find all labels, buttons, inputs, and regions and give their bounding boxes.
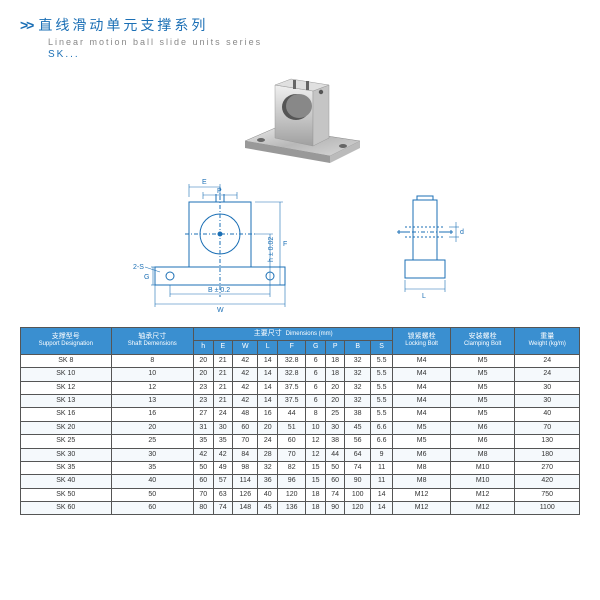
table-row: SK 40406057114369615609011M8M10420 — [21, 475, 580, 488]
product-render — [20, 66, 580, 166]
svg-text:d: d — [460, 229, 464, 236]
col-weight: 重量Weight (kg/m) — [515, 328, 580, 355]
table-row: SK 3535504998328215507411M8M10270 — [21, 461, 580, 474]
col-support: 支撑型号Support Designation — [21, 328, 112, 355]
table-row: SK 252535357024601238566.6M5M6130 — [21, 435, 580, 448]
title-chinese: 直线滑动单元支撑系列 — [38, 15, 208, 35]
col-lock: 锁紧螺栓Locking Bolt — [393, 328, 450, 355]
side-view-diagram: d L — [375, 182, 475, 307]
table-row: SK 13132321421437.5620325.5M4M530 — [21, 394, 580, 407]
spec-table: 支撑型号Support Designation 轴承尺寸Shaft Demens… — [20, 327, 580, 515]
chevron-icon: >> — [20, 17, 32, 33]
svg-text:W: W — [217, 307, 224, 314]
svg-text:F: F — [283, 241, 287, 248]
col-shaft: 轴承尺寸Shaft Demensions — [111, 328, 193, 355]
front-view-diagram: E P 2-S G h ± 0.02 F B ± 0.2 W — [125, 172, 315, 317]
svg-text:B ± 0.2: B ± 0.2 — [208, 287, 230, 294]
table-row: SK 16162724481644825385.5M4M540 — [21, 408, 580, 421]
subtitle-model: SK... — [48, 49, 580, 60]
svg-text:P: P — [217, 188, 222, 195]
table-row: SK 882021421432.8618325.5M4M524 — [21, 354, 580, 367]
table-row: SK 5050706312640120187410014M12M12750 — [21, 488, 580, 501]
svg-text:2-S: 2-S — [133, 264, 144, 271]
table-row: SK 10102021421432.8618325.5M4M524 — [21, 368, 580, 381]
title-english: Linear motion ball slide units series — [48, 37, 580, 47]
svg-text:L: L — [422, 293, 426, 300]
col-dims: 主要尺寸 Dimensions (mm) — [194, 328, 393, 341]
page-header: >> 直线滑动单元支撑系列 — [20, 15, 580, 35]
svg-text:E: E — [202, 179, 207, 186]
table-row: SK 303042428428701244649M6M8180 — [21, 448, 580, 461]
svg-text:G: G — [144, 274, 149, 281]
table-row: SK 6060807414845136189012014M12M121100 — [21, 502, 580, 515]
svg-text:h ± 0.02: h ± 0.02 — [268, 237, 275, 262]
table-row: SK 202031306020511030456.6M5M670 — [21, 421, 580, 434]
table-row: SK 12122321421437.5620325.5M4M530 — [21, 381, 580, 394]
col-clamp: 安装螺栓Clamping Bolt — [450, 328, 515, 355]
